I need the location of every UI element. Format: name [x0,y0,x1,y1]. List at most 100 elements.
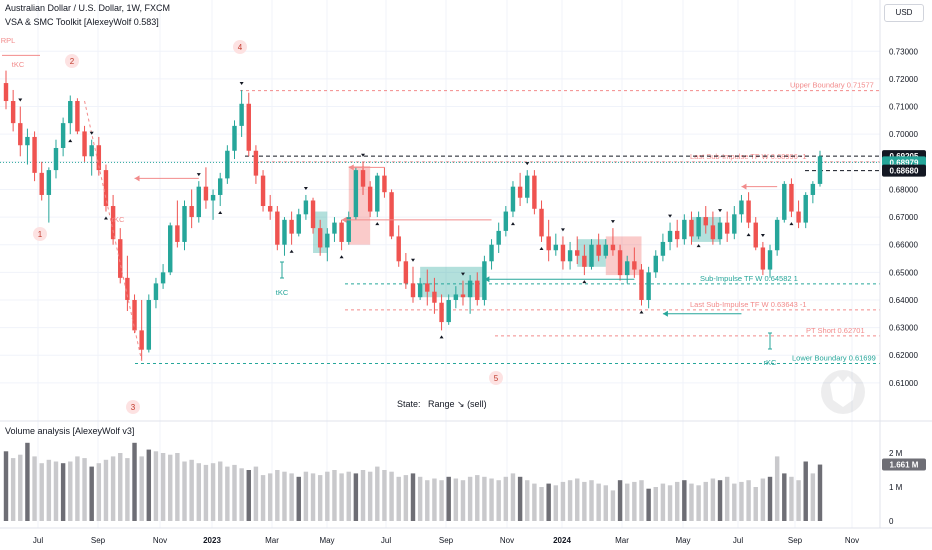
candle-body [639,269,644,300]
volume-bar [39,463,44,521]
kc-label: tKC [12,60,25,69]
price-tick-label: 0.63000 [889,324,918,333]
candle-body [674,230,680,240]
wave-label: 3 [131,403,136,412]
level-label: Sub-Impulse TF W 0.64582 1 [700,274,798,283]
signal-triangle-icon [539,246,544,250]
currency-button[interactable]: USD [884,4,924,22]
candle-body [410,283,416,298]
candle-body [25,136,30,146]
volume-bar [246,470,251,521]
candle-body [439,302,444,323]
volume-bar [253,466,259,521]
volume-bar [146,449,152,521]
volume-bar [575,478,580,521]
level-label: Upper Boundary 0.71577 [790,81,874,90]
candle-body [267,206,273,212]
candle-body [282,219,287,245]
candle-body [489,244,494,262]
volume-bar [425,480,430,521]
volume-bar [396,476,401,521]
candle-body [389,192,394,237]
volume-bar [410,473,416,521]
time-tick-label: Jul [33,536,43,545]
price-axis-badge-label: 0.68979 [890,158,919,167]
signal-triangle-icon [339,255,344,259]
volume-bar [603,485,609,521]
candle-body [732,214,737,234]
volume-bars [3,442,823,521]
time-tick-label: Sep [788,536,803,545]
volume-bar [417,476,423,521]
state-label: State: [397,399,421,409]
time-tick-label: Jul [381,536,391,545]
volume-bar [682,480,687,521]
volume-bar [60,463,66,521]
volume-bar [196,463,202,521]
time-tick-label: Jul [733,536,743,545]
candle-body [560,244,566,262]
candle-body [182,206,187,242]
signal-triangle-icon [610,220,615,224]
volume-bar [582,481,587,521]
candle-body [39,172,44,195]
volume-bar [110,456,116,521]
candle-body [10,101,16,124]
wave-badge [33,227,47,241]
price-tick-label: 0.71000 [889,103,918,112]
price-tick-label: 0.67000 [889,213,918,222]
candle-body [303,200,309,215]
volume-bar [382,470,387,521]
candle-body [189,206,194,218]
volume-bar [89,466,94,521]
volume-bar [182,461,187,521]
candle-body [789,183,794,212]
volume-bar [632,481,637,521]
candle-body [382,175,387,193]
candle-body [539,208,544,237]
volume-bar [717,480,723,521]
candle-body [53,147,59,171]
indicator-vsa-smc[interactable]: VSA & SMC Toolkit [AlexeyWolf 0.583] [5,17,159,27]
candle-body [32,136,37,173]
volume-bar [360,470,366,521]
signal-triangle-icon [303,186,308,190]
volume-bar [3,451,9,521]
price-tick-label: 0.66000 [889,241,918,250]
candle-body [375,175,380,212]
indicator-volume-analysis[interactable]: Volume analysis [AlexeyWolf v3] [5,426,135,436]
volume-bar [346,471,351,521]
volume-tick-label: 2 M [889,449,903,458]
arrow-head-icon [348,164,354,171]
candle-body [317,228,323,248]
candle-body [617,250,623,276]
volume-bar [353,473,359,521]
volume-bar [160,453,166,521]
signal-triangle-icon [103,216,108,220]
candle-body [667,230,673,242]
time-tick-label: Sep [439,536,454,545]
candle-body [460,294,466,298]
candle-body [517,186,523,198]
candle-body [425,283,430,292]
volume-bar [139,456,144,521]
signal-triangle-icon [746,233,751,237]
arrow-head-icon [662,310,668,317]
candle-body [567,250,573,262]
volume-bar [217,461,223,521]
candle-body [175,225,180,242]
candle-body [546,236,551,251]
wave-badge [233,40,247,54]
signal-triangle-icon [760,233,765,237]
signal-triangle-icon [718,209,723,213]
candle-body [168,225,173,273]
price-tick-label: 0.72000 [889,75,918,84]
candle-body [360,170,366,187]
candle-body [210,194,216,201]
smc-zone [420,266,485,298]
candle-body [510,186,516,212]
candle-body [339,222,344,242]
candle-body [632,261,637,270]
volume-bar [667,485,673,521]
